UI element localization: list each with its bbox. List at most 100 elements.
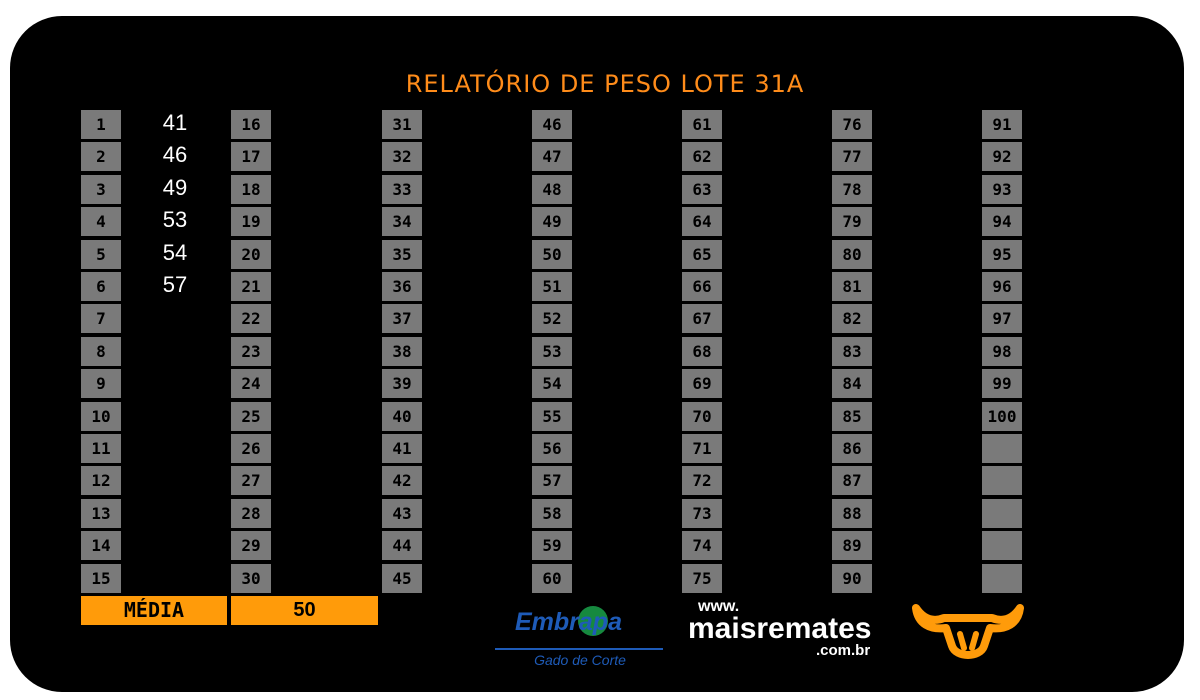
- animal-number-cell: 53: [532, 336, 572, 366]
- maisremates-logo: www. maisremates .com.br: [688, 598, 898, 664]
- animal-number-cell: 10: [81, 401, 121, 431]
- animal-number-cell: 44: [382, 531, 422, 561]
- animal-number-cell: 7: [81, 304, 121, 334]
- animal-number-cell: 3: [81, 174, 121, 204]
- animal-number-cell: 41: [382, 434, 422, 463]
- animal-number-cell: 50: [532, 239, 572, 269]
- animal-number-cell: 59: [532, 531, 572, 561]
- animal-number-cell: 14: [81, 531, 121, 561]
- animal-number-cell: 11: [81, 434, 121, 463]
- animal-number-cell: 83: [832, 336, 872, 366]
- animal-number-cell: 26: [231, 434, 271, 463]
- animal-number-cell: 43: [382, 498, 422, 528]
- animal-number-cell: 71: [682, 434, 722, 463]
- animal-number-cell: 15: [81, 563, 121, 593]
- page-title: RELATÓRIO DE PESO LOTE 31A: [405, 70, 805, 98]
- animal-number-cell: 37: [382, 304, 422, 334]
- animal-number-cell: 93: [982, 174, 1022, 204]
- animal-number-cell: 94: [982, 207, 1022, 237]
- animal-number-cell: 42: [382, 466, 422, 496]
- animal-number-cell: 18: [231, 174, 271, 204]
- animal-number-cell: 74: [682, 531, 722, 561]
- weight-value: 54: [162, 239, 188, 265]
- animal-number-cell: 84: [832, 369, 872, 399]
- animal-number-cell: 79: [832, 207, 872, 237]
- embrapa-mark-icon: [578, 606, 608, 636]
- empty-cell: [982, 466, 1022, 496]
- animal-number-cell: 49: [532, 207, 572, 237]
- animal-number-cell: 32: [382, 142, 422, 172]
- animal-number-cell: 90: [832, 563, 872, 593]
- empty-cell: [982, 531, 1022, 561]
- animal-number-cell: 98: [982, 336, 1022, 366]
- animal-number-cell: 16: [231, 110, 271, 139]
- maisremates-wordmark: maisremates: [688, 612, 872, 645]
- media-value: 50: [231, 596, 378, 625]
- animal-number-cell: 1: [81, 110, 121, 139]
- animal-number-cell: 5: [81, 239, 121, 269]
- animal-number-cell: 28: [231, 498, 271, 528]
- animal-number-cell: 69: [682, 369, 722, 399]
- animal-number-cell: 78: [832, 174, 872, 204]
- weight-value: 41: [162, 110, 188, 135]
- animal-number-cell: 31: [382, 110, 422, 139]
- empty-cell: [982, 498, 1022, 528]
- animal-number-cell: 6: [81, 272, 121, 301]
- embrapa-divider: [495, 648, 663, 650]
- animal-number-cell: 56: [532, 434, 572, 463]
- animal-number-cell: 25: [231, 401, 271, 431]
- animal-number-cell: 63: [682, 174, 722, 204]
- animal-number-cell: 62: [682, 142, 722, 172]
- animal-number-cell: 77: [832, 142, 872, 172]
- animal-number-cell: 100: [982, 401, 1022, 431]
- animal-number-cell: 99: [982, 369, 1022, 399]
- animal-number-cell: 4: [81, 207, 121, 237]
- animal-number-cell: 75: [682, 563, 722, 593]
- animal-number-cell: 72: [682, 466, 722, 496]
- animal-number-cell: 81: [832, 272, 872, 301]
- animal-number-cell: 47: [532, 142, 572, 172]
- weight-value: 49: [162, 174, 188, 200]
- animal-number-cell: 91: [982, 110, 1022, 139]
- empty-cell: [982, 563, 1022, 593]
- animal-number-cell: 66: [682, 272, 722, 301]
- animal-number-cell: 76: [832, 110, 872, 139]
- animal-number-cell: 52: [532, 304, 572, 334]
- animal-number-cell: 27: [231, 466, 271, 496]
- animal-number-cell: 12: [81, 466, 121, 496]
- animal-number-cell: 39: [382, 369, 422, 399]
- animal-number-cell: 51: [532, 272, 572, 301]
- animal-number-cell: 67: [682, 304, 722, 334]
- animal-number-cell: 68: [682, 336, 722, 366]
- animal-number-cell: 70: [682, 401, 722, 431]
- weight-value: 46: [162, 142, 188, 168]
- animal-number-cell: 80: [832, 239, 872, 269]
- animal-number-cell: 88: [832, 498, 872, 528]
- animal-number-cell: 23: [231, 336, 271, 366]
- animal-number-cell: 97: [982, 304, 1022, 334]
- animal-number-cell: 21: [231, 272, 271, 301]
- embrapa-wordmark: Embrapa: [515, 608, 622, 636]
- animal-number-cell: 46: [532, 110, 572, 139]
- animal-number-cell: 2: [81, 142, 121, 172]
- animal-number-cell: 61: [682, 110, 722, 139]
- animal-number-cell: 29: [231, 531, 271, 561]
- animal-number-cell: 65: [682, 239, 722, 269]
- animal-number-cell: 22: [231, 304, 271, 334]
- weight-value: 53: [162, 207, 188, 233]
- media-label: MÉDIA: [81, 596, 227, 625]
- animal-number-cell: 85: [832, 401, 872, 431]
- animal-number-cell: 38: [382, 336, 422, 366]
- animal-number-cell: 19: [231, 207, 271, 237]
- animal-number-cell: 86: [832, 434, 872, 463]
- animal-number-cell: 33: [382, 174, 422, 204]
- animal-number-cell: 9: [81, 369, 121, 399]
- animal-number-cell: 13: [81, 498, 121, 528]
- animal-number-cell: 20: [231, 239, 271, 269]
- animal-number-cell: 34: [382, 207, 422, 237]
- animal-number-cell: 30: [231, 563, 271, 593]
- weight-value: 57: [162, 272, 188, 297]
- embrapa-logo: Embrapa Gado de Corte: [495, 604, 665, 670]
- animal-number-cell: 48: [532, 174, 572, 204]
- embrapa-subtitle: Gado de Corte: [534, 652, 626, 668]
